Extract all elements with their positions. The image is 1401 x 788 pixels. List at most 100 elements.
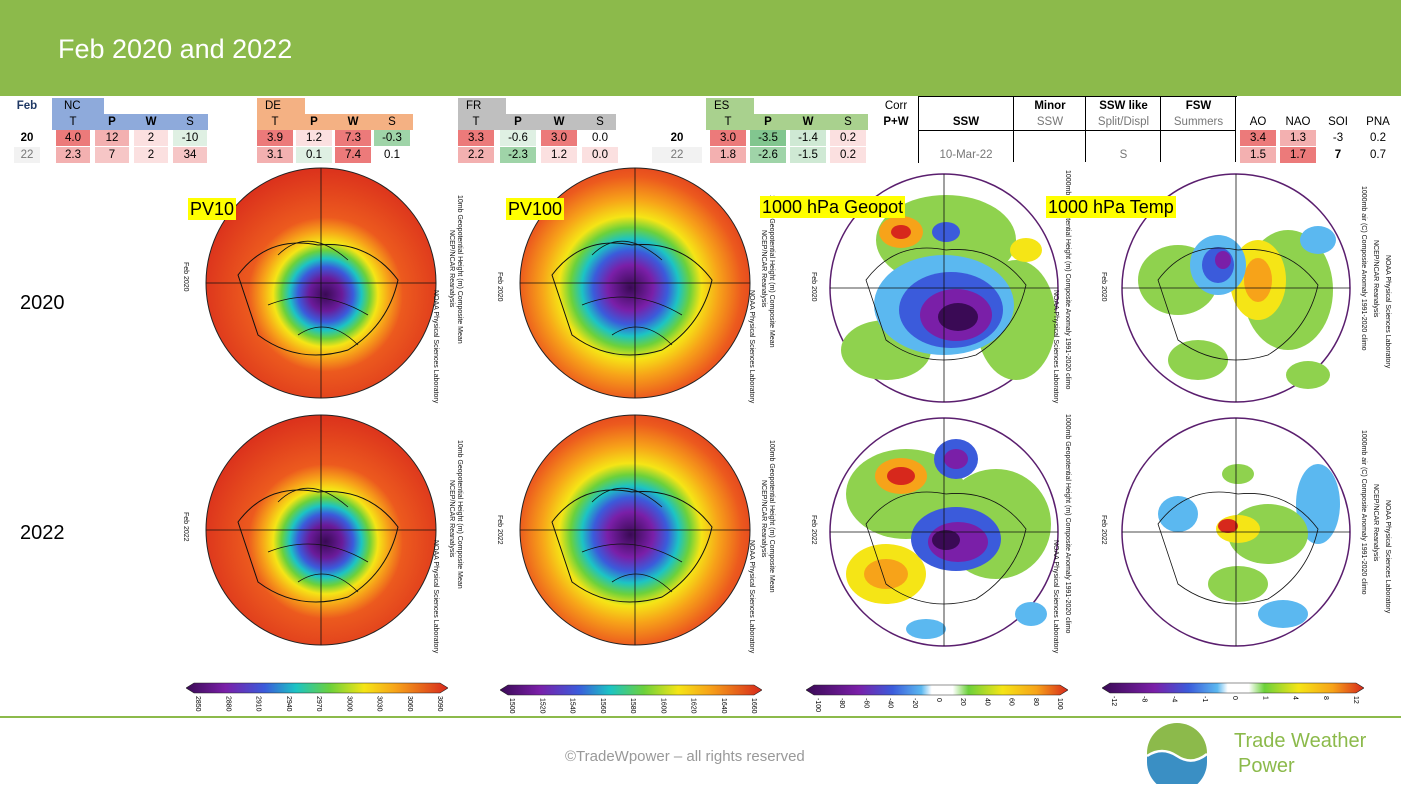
group-nc-colband bbox=[52, 114, 208, 130]
row-label-22: 22 bbox=[14, 147, 40, 163]
map-source-pv100-2020: NCEP/NCAR Reanalysis bbox=[760, 230, 767, 308]
colorbar-tick-label: -100 bbox=[814, 698, 821, 712]
nc-22-p: 7 bbox=[95, 147, 129, 163]
es-col-w: W bbox=[802, 116, 814, 128]
colorbar-tick-label: 2910 bbox=[255, 696, 262, 712]
colorbar-tick-label: -20 bbox=[911, 698, 918, 708]
idx-20-ao: 3.4 bbox=[1240, 130, 1276, 146]
colorbar-tick-label: 3030 bbox=[376, 696, 383, 712]
de-col-p: P bbox=[310, 116, 318, 128]
brand-name-line1: Trade Weather bbox=[1234, 730, 1367, 752]
colorbar-tick-label: -60 bbox=[862, 698, 869, 708]
minor-head: Minor bbox=[1034, 100, 1066, 112]
sswlike-22: S bbox=[1119, 149, 1128, 161]
colorbar-tick-label: -1 bbox=[1201, 696, 1208, 702]
colorbar-tick-label: -80 bbox=[838, 698, 845, 708]
colorbar-pv10: 2850 2880 2910 2940 2970 3000 3030 3060 3090 bbox=[186, 682, 448, 712]
colorbar-tick-label: -12 bbox=[1110, 696, 1117, 706]
colorbar-tick-label: 1540 bbox=[569, 698, 576, 714]
colorbar-tick-label: 3090 bbox=[436, 696, 443, 712]
es-col-s: S bbox=[844, 116, 852, 128]
ssw-hline bbox=[918, 130, 1236, 131]
map-date-pv100-2020: Feb 2020 bbox=[496, 272, 503, 302]
row-label-20: 20 bbox=[20, 132, 34, 144]
colorbar-tick-label: 0 bbox=[935, 698, 942, 702]
stats-table: Feb 20 22 NC T P W S 4.0 12 2 -10 2.3 7 … bbox=[0, 96, 1401, 166]
es-row-label-20: 20 bbox=[670, 132, 684, 144]
sswlike-head: SSW like bbox=[1099, 100, 1148, 112]
de-20-s: -0.3 bbox=[374, 130, 410, 146]
colorbar-tick-label: 20 bbox=[959, 698, 966, 706]
map-lab-pv10-2022: NOAA Physical Sciences Laboratory bbox=[432, 540, 439, 654]
map-pv10-2020 bbox=[205, 167, 437, 399]
de-col-w: W bbox=[347, 116, 359, 128]
colorbar-tick-label: 1580 bbox=[629, 698, 636, 714]
colorbar-tick-label: -40 bbox=[887, 698, 894, 708]
map-source-pv100-2022: NCEP/NCAR Reanalysis bbox=[760, 480, 767, 558]
corr-pw-label: P+W bbox=[883, 116, 909, 128]
de-22-t: 3.1 bbox=[257, 147, 293, 163]
year-2020: 2020 bbox=[20, 292, 65, 314]
nc-22-s: 34 bbox=[173, 147, 207, 163]
colorbar-tick-label: -8 bbox=[1140, 696, 1147, 702]
sswlike-sub: Split/Displ bbox=[1097, 116, 1150, 128]
colorbar-pv100: 1500 1520 1540 1560 1580 1600 1620 1640 1660 bbox=[500, 684, 762, 714]
colorbar-tick-label: 3000 bbox=[345, 696, 352, 712]
idx-col-nao: NAO bbox=[1285, 116, 1311, 128]
es-22-p: -2.6 bbox=[750, 147, 786, 163]
colorbar-tick-label: 40 bbox=[983, 698, 990, 706]
colorbar-tick-label: 3060 bbox=[406, 696, 413, 712]
map-lab-geopot-2022: NOAA Physical Sciences Laboratory bbox=[1052, 540, 1059, 654]
map-label-pv100: PV100 bbox=[506, 198, 565, 220]
colorbar-tick-label: 1500 bbox=[508, 698, 515, 714]
group-fr-colband bbox=[458, 114, 616, 130]
group-de: DE bbox=[257, 98, 305, 114]
de-20-t: 3.9 bbox=[257, 130, 293, 146]
map-date-temp-2022: Feb 2022 bbox=[1100, 515, 1107, 545]
ssw-22: 10-Mar-22 bbox=[939, 149, 993, 161]
map-lab-geopot-2020: NOAA Physical Sciences Laboratory bbox=[1052, 290, 1059, 404]
fr-col-w: W bbox=[553, 116, 565, 128]
footer-divider bbox=[0, 716, 1401, 718]
es-20-t: 3.0 bbox=[710, 130, 746, 146]
copyright-text: ©TradeWpower – all rights reserved bbox=[565, 748, 805, 765]
brand-name-line2: Power bbox=[1238, 755, 1295, 777]
colorbar-tick-label: 1520 bbox=[538, 698, 545, 714]
de-col-s: S bbox=[388, 116, 396, 128]
map-desc-pv100-2020: 100mb Geopotential Height (m) Composite … bbox=[768, 195, 775, 348]
idx-col-pna: PNA bbox=[1366, 116, 1390, 128]
nc-col-t: T bbox=[69, 116, 77, 128]
map-date-temp-2020: Feb 2020 bbox=[1100, 272, 1107, 302]
year-2022: 2022 bbox=[20, 522, 65, 544]
map-date-geopot-2020: Feb 2020 bbox=[810, 272, 817, 302]
map-date-pv10-2022: Feb 2022 bbox=[182, 512, 189, 542]
corr-label: Corr bbox=[884, 100, 908, 112]
nc-col-p: P bbox=[108, 116, 116, 128]
fr-20-s: 0.0 bbox=[592, 132, 608, 144]
map-source-temp-2020: NCEP/NCAR Reanalysis bbox=[1372, 240, 1379, 318]
map-desc-temp-2022: 1000mb air (C) Composite Anomaly 1991-20… bbox=[1360, 430, 1367, 595]
colorbar-tick-label: 1660 bbox=[750, 698, 757, 714]
group-es: ES bbox=[706, 98, 754, 114]
trade-weather-power-logo-icon bbox=[1146, 723, 1208, 784]
map-pv100-2020 bbox=[519, 167, 751, 399]
es-22-s: 0.2 bbox=[830, 147, 866, 163]
colorbar-geopot: -100 -80 -60 -40 -20 0 20 40 60 80 100 bbox=[806, 684, 1068, 712]
es-20-s: 0.2 bbox=[830, 130, 866, 146]
colorbar-tick-label: 1600 bbox=[659, 698, 666, 714]
nc-col-w: W bbox=[145, 116, 157, 128]
colorbar-tick-label: 12 bbox=[1352, 696, 1359, 704]
fr-20-w: 3.0 bbox=[541, 130, 577, 146]
colorbar-tick-label: -4 bbox=[1171, 696, 1178, 702]
es-20-w: -1.4 bbox=[790, 130, 826, 146]
fsw-sub: Summers bbox=[1173, 116, 1224, 128]
idx-col-soi: SOI bbox=[1328, 116, 1348, 128]
table-corner: Feb bbox=[16, 100, 38, 112]
nc-20-s: -10 bbox=[173, 130, 207, 146]
de-22-w: 7.4 bbox=[335, 147, 371, 163]
fr-col-p: P bbox=[514, 116, 522, 128]
colorbar-tick-label: 1560 bbox=[599, 698, 606, 714]
nc-22-w: 2 bbox=[134, 147, 168, 163]
map-date-pv10-2020: Feb 2020 bbox=[182, 262, 189, 292]
colorbar-tick-label: 0 bbox=[1231, 696, 1238, 700]
